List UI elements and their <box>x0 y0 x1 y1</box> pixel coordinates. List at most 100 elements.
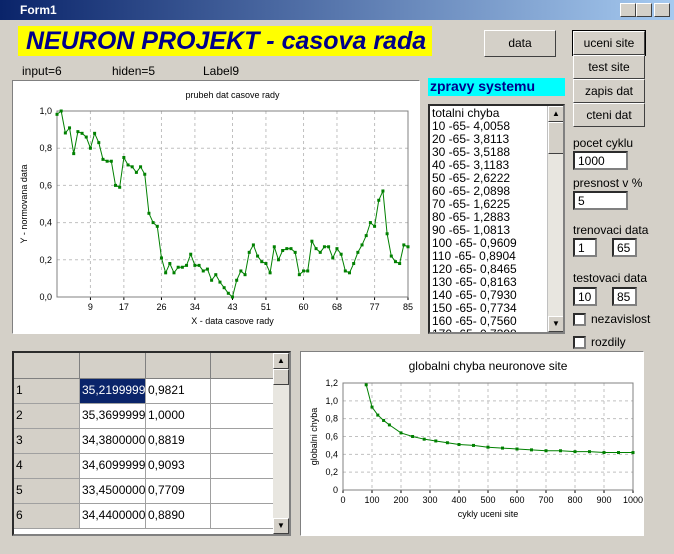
data-point <box>214 273 218 277</box>
data-point <box>314 247 318 251</box>
list-item: 130 -65- 0,8163 <box>432 275 517 289</box>
list-item: 160 -65- 0,7560 <box>432 314 517 328</box>
data-point <box>168 262 172 266</box>
text-input[interactable]: 1 <box>573 238 597 257</box>
data-point <box>201 269 205 273</box>
data-point <box>373 224 377 228</box>
train-button[interactable]: uceni site <box>572 30 646 56</box>
data-point <box>368 221 372 225</box>
cell <box>211 379 277 404</box>
y-tick-label: 1,0 <box>39 106 52 116</box>
header-cell <box>14 353 80 379</box>
data-point <box>501 446 504 450</box>
data-point <box>151 221 155 225</box>
data-point <box>272 245 276 249</box>
x-tick-label: 77 <box>370 302 380 312</box>
data-point <box>205 267 209 271</box>
cell: 1,0000 <box>146 404 211 429</box>
y-tick-label: 1,0 <box>325 396 338 406</box>
checkbox[interactable] <box>573 313 586 326</box>
text-input[interactable]: 5 <box>573 191 628 210</box>
text-input[interactable]: 10 <box>573 287 597 306</box>
data-point <box>88 146 92 150</box>
header-cell <box>146 353 211 379</box>
messages-list[interactable]: totalni chyba 10 -65- 4,0058 20 -65- 3,811… <box>428 104 565 334</box>
scroll-down[interactable]: ▼ <box>548 316 563 332</box>
y-tick-label: 0,0 <box>39 292 52 302</box>
label: Label9 <box>203 64 240 78</box>
minimize-button[interactable] <box>620 3 636 17</box>
data-point <box>364 234 368 238</box>
chart-title: globalni chyba neuronove site <box>409 359 568 373</box>
text-input[interactable]: 65 <box>612 238 637 257</box>
text-input[interactable]: 1000 <box>573 151 628 170</box>
data-point <box>393 260 397 264</box>
x-tick-label: 700 <box>538 495 553 505</box>
label: hiden=5 <box>112 64 156 78</box>
checkbox[interactable] <box>573 336 586 349</box>
data-button[interactable]: data <box>484 30 556 57</box>
scroll-thumb[interactable] <box>273 369 289 385</box>
cell: 0,9821 <box>146 379 211 404</box>
data-point <box>302 269 306 273</box>
list-item: 100 -65- 0,9609 <box>432 236 517 250</box>
checkbox-label: nezavislost <box>591 312 651 326</box>
read-button[interactable]: cteni dat <box>573 103 645 127</box>
cell: 0,8890 <box>146 504 211 529</box>
scroll-up[interactable]: ▲ <box>548 106 563 122</box>
label: input=6 <box>22 64 62 78</box>
data-point <box>84 135 88 139</box>
maximize-button[interactable] <box>636 3 652 17</box>
row-header: 5 <box>14 479 80 504</box>
cell: 35,36999999 <box>80 404 146 429</box>
data-point <box>264 262 268 266</box>
title-bar: Form1 <box>0 0 674 20</box>
x-tick-label: 85 <box>403 302 413 312</box>
y-tick-label: 0,2 <box>39 255 52 265</box>
chart: globalni chyba neuronove site cykly uceni… <box>309 359 643 519</box>
scrollbar[interactable]: ▲ ▼ <box>273 353 289 534</box>
y-tick-label: 0,6 <box>39 180 52 190</box>
data-point <box>143 172 147 176</box>
data-point <box>101 157 105 161</box>
data-point <box>134 170 138 174</box>
y-tick-label: 0,4 <box>39 218 52 228</box>
data-point <box>331 256 335 260</box>
data-point <box>376 413 380 417</box>
x-tick-label: 300 <box>422 495 437 505</box>
scroll-thumb[interactable] <box>548 122 563 154</box>
x-tick-label: 9 <box>88 302 93 312</box>
data-point <box>126 163 130 167</box>
scrollbar[interactable]: ▲ ▼ <box>547 106 563 332</box>
row-header: 4 <box>14 454 80 479</box>
test-button[interactable]: test site <box>573 55 645 79</box>
text-input[interactable]: 85 <box>612 287 637 306</box>
data-point <box>276 258 280 262</box>
data-grid[interactable]: 1 35,21999999 0,9821 2 35,36999999 1,0000 3 34,… <box>12 351 291 536</box>
list-item: 80 -65- 1,2883 <box>432 210 511 224</box>
data-point <box>370 405 374 409</box>
banner: NEURON PROJEKT - casova rada <box>18 26 432 56</box>
scroll-down[interactable]: ▼ <box>273 518 289 534</box>
cell: 34,60999999 <box>80 454 146 479</box>
cell <box>211 429 277 454</box>
list-item: 150 -65- 0,7734 <box>432 301 517 315</box>
cell: 34,44000000 <box>80 504 146 529</box>
data-point <box>297 273 301 277</box>
y-tick-label: 0,8 <box>325 414 338 424</box>
x-tick-label: 60 <box>299 302 309 312</box>
data-point <box>360 243 364 247</box>
x-tick-label: 17 <box>119 302 129 312</box>
close-button[interactable] <box>654 3 670 17</box>
cell <box>211 504 277 529</box>
data-point <box>339 252 343 256</box>
write-button[interactable]: zapis dat <box>573 79 645 103</box>
list-item: 30 -65- 3,5188 <box>432 145 511 159</box>
scroll-up[interactable]: ▲ <box>273 353 289 369</box>
cell: 35,21999999 <box>80 379 146 404</box>
data-point <box>289 247 293 251</box>
y-tick-label: 1,2 <box>325 378 338 388</box>
data-point <box>377 198 381 202</box>
data-point <box>335 247 339 251</box>
